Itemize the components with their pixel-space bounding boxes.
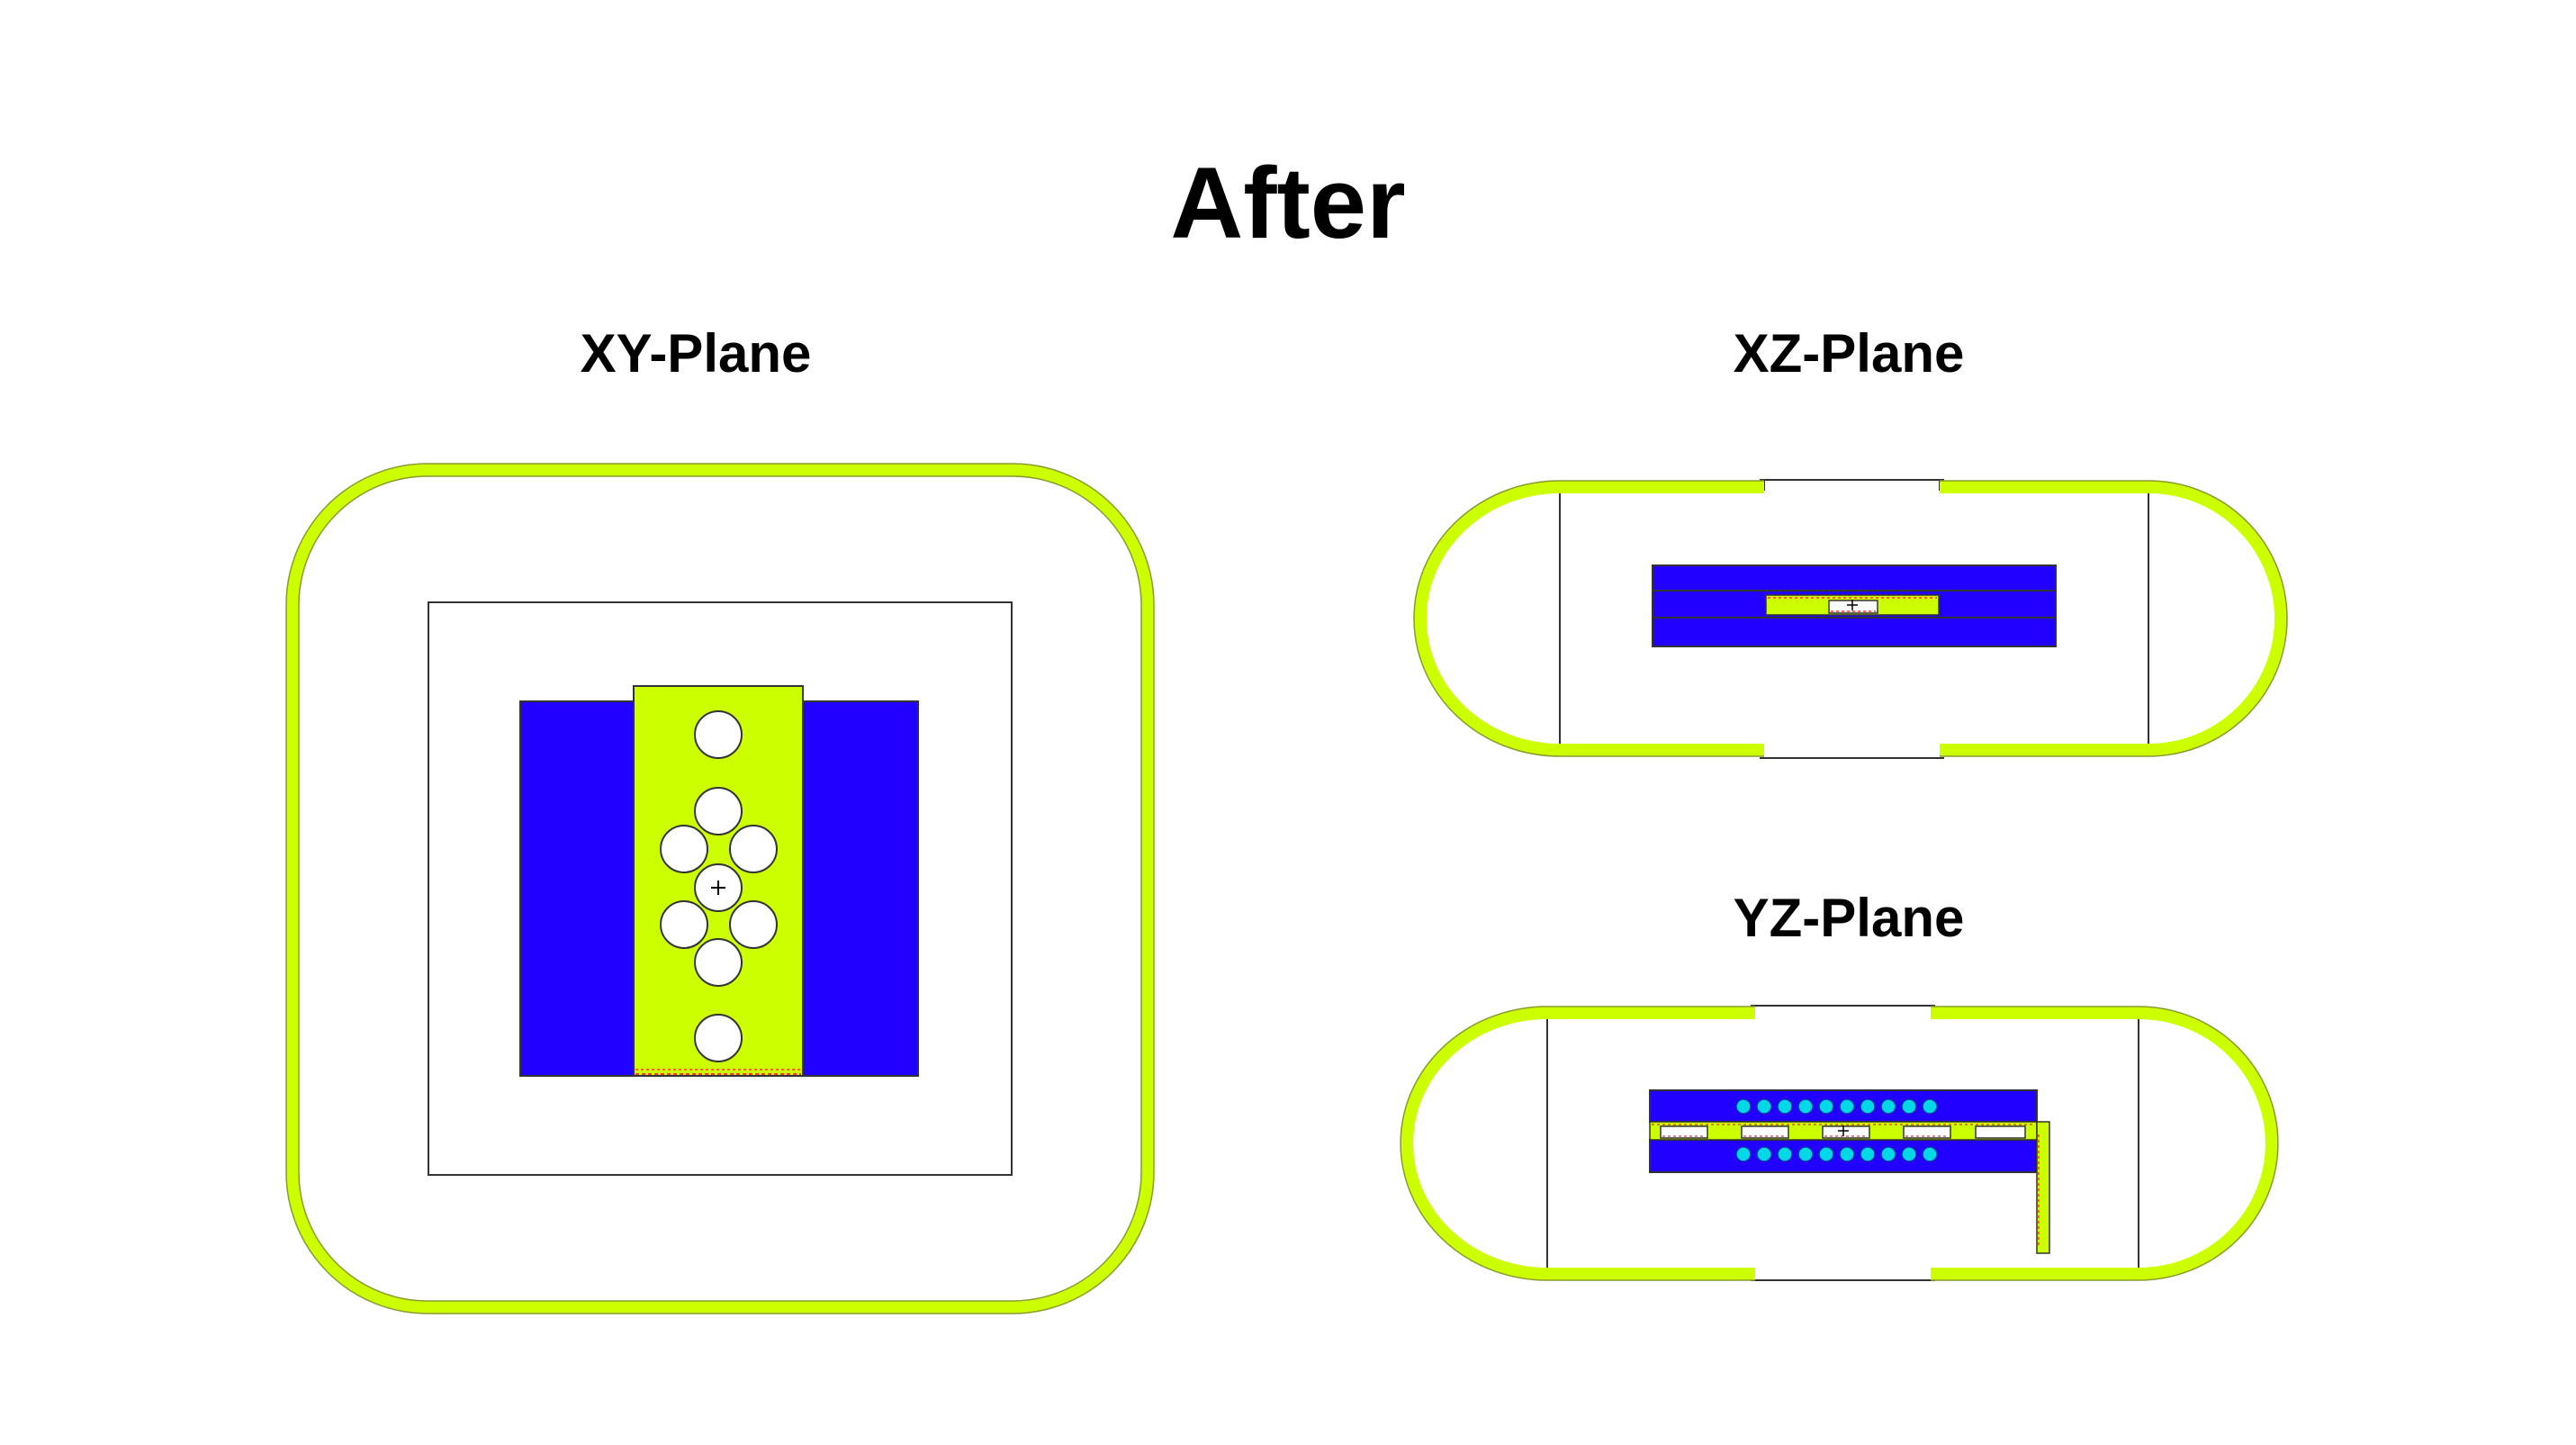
yz-coil-dot xyxy=(1901,1146,1917,1162)
xz-plane-view xyxy=(1413,479,2288,759)
xy-hole xyxy=(694,710,743,759)
xy-hole xyxy=(729,900,778,949)
yz-coil-dot xyxy=(1735,1098,1752,1115)
yz-coil-dot xyxy=(1839,1146,1855,1162)
yz-coil-dot xyxy=(1777,1098,1793,1115)
crosshair-icon xyxy=(1838,1125,1849,1136)
yz-coil-dot xyxy=(1922,1146,1938,1162)
yz-coil-dot xyxy=(1818,1098,1834,1115)
yz-plane-view xyxy=(1400,1005,2279,1281)
crosshair-icon xyxy=(1847,600,1858,610)
xy-outer-shell xyxy=(286,464,1154,1314)
yz-coil-dot xyxy=(1818,1146,1834,1162)
yz-coil-dot xyxy=(1839,1098,1855,1115)
yz-shell-left xyxy=(1401,1007,1755,1280)
yz-coil-dot xyxy=(1756,1098,1772,1115)
yz-coil-dot xyxy=(1860,1146,1876,1162)
yz-coil-dot xyxy=(1797,1098,1814,1115)
yz-coil-dot xyxy=(1756,1146,1772,1162)
xy-magnet-left xyxy=(519,700,635,1077)
xy-hole xyxy=(694,1014,743,1062)
xy-hole xyxy=(694,787,743,835)
xy-hole xyxy=(660,825,708,873)
xy-inner-frame xyxy=(428,601,1013,1176)
xy-plane-label: XY-Plane xyxy=(580,323,812,384)
xy-hole xyxy=(729,825,778,873)
page-title: After xyxy=(1170,147,1406,259)
yz-coil-dot xyxy=(1797,1146,1814,1162)
crosshair-icon xyxy=(711,881,725,895)
yz-shell-right xyxy=(1931,1007,2278,1280)
xy-plane-view xyxy=(285,463,1155,1314)
yz-coil-dot xyxy=(1922,1098,1938,1115)
xz-shell-top-right xyxy=(1940,481,2287,756)
yz-coil-dot xyxy=(1777,1146,1793,1162)
xz-plane-label: XZ-Plane xyxy=(1733,323,1965,384)
yz-coil-dot xyxy=(1735,1146,1752,1162)
xz-shell-top-left xyxy=(1414,481,1764,756)
xy-hole xyxy=(660,900,708,949)
yz-coil-dot xyxy=(1901,1098,1917,1115)
xy-hole xyxy=(694,938,743,987)
yz-coil-dot xyxy=(1860,1098,1876,1115)
yz-coil-dot xyxy=(1880,1146,1896,1162)
yz-coil-dot xyxy=(1880,1098,1896,1115)
xy-magnet-right xyxy=(802,700,919,1077)
yz-plane-label: YZ-Plane xyxy=(1733,888,1965,948)
yz-side-bracket xyxy=(2036,1121,2050,1254)
